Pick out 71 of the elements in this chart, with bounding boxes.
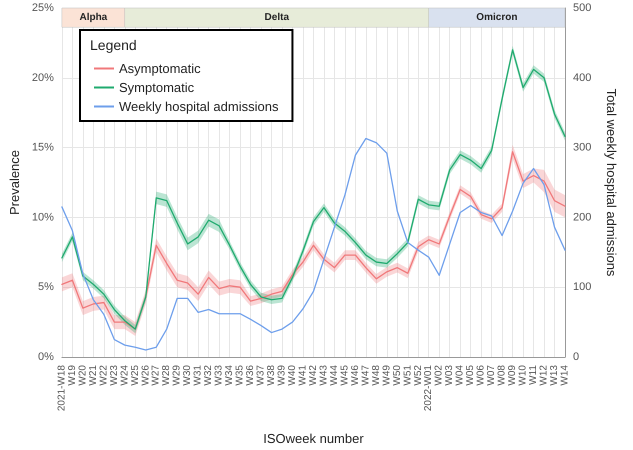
x-tick-label: W28: [161, 364, 172, 386]
x-tick-label: W47: [360, 364, 372, 386]
x-tick-label: W27: [150, 364, 162, 386]
x-tick-label: W21: [88, 364, 99, 386]
x-tick-label: W14: [560, 364, 570, 386]
x-tick-label: W08: [496, 364, 508, 386]
y-tick-label: 15%: [32, 142, 54, 154]
x-tick-label: W40: [286, 364, 298, 386]
y2-tick-label: 300: [573, 142, 592, 154]
y2-tick-label: 400: [573, 72, 592, 84]
x-tick-label: W05: [465, 364, 476, 386]
legend-label: Weekly hospital admissions: [119, 99, 279, 114]
y2-tick-label: 500: [573, 2, 592, 14]
x-tick-label: W23: [108, 364, 120, 386]
legend-label: Symptomatic: [119, 80, 195, 95]
x-tick-label: W04: [454, 364, 466, 386]
x-tick-label: W36: [245, 364, 256, 386]
x-tick-label: W09: [507, 364, 518, 386]
x-tick-label: W03: [444, 364, 456, 386]
x-tick-label: W19: [66, 364, 78, 386]
x-tick-label: W42: [308, 364, 319, 386]
x-tick-label: W13: [549, 364, 560, 386]
x-tick-label: W43: [318, 364, 330, 386]
x-tick-label: W07: [486, 364, 498, 386]
y2-tick-label: 100: [573, 281, 592, 294]
x-tick-label: W02: [434, 364, 445, 386]
x-tick-label: W39: [276, 364, 288, 386]
legend-label: Asymptomatic: [119, 61, 202, 76]
x-tick-label: W44: [328, 364, 340, 386]
band-label: Delta: [264, 12, 290, 24]
x-tick-label: 2022-W01: [423, 364, 434, 412]
y2-tick-label: 0: [573, 351, 580, 363]
x-tick-label: W32: [203, 364, 214, 386]
band-label: Alpha: [79, 12, 108, 24]
x-tick-label: W52: [412, 364, 424, 386]
y-tick-label: 5%: [38, 281, 54, 294]
x-tick-label: W34: [224, 364, 236, 386]
x-tick-label: 2021-W18: [56, 364, 68, 412]
x-tick-label: W29: [172, 364, 183, 386]
x-tick-label: W41: [297, 364, 308, 386]
y-tick-label: 10%: [32, 211, 54, 224]
band-label: Omicron: [476, 12, 518, 24]
x-tick-label: W48: [370, 364, 382, 386]
x-tick-label: W12: [538, 364, 550, 386]
y-tick-label: 20%: [32, 72, 54, 84]
y-tick-label: 0%: [38, 351, 54, 363]
x-tick-label: W22: [98, 364, 110, 386]
x-tick-label: W51: [402, 364, 414, 386]
y2-tick-label: 200: [573, 211, 592, 224]
x-tick-label: W20: [77, 364, 88, 386]
x-axis-title: ISOweek number: [263, 431, 364, 446]
x-tick-label: W06: [476, 364, 487, 386]
x-tick-label: W31: [192, 364, 204, 386]
x-tick-label: W26: [140, 364, 152, 386]
x-tick-label: W50: [392, 364, 403, 386]
x-tick-label: W49: [381, 364, 392, 386]
x-tick-label: W37: [256, 364, 267, 386]
legend-title: Legend: [90, 37, 137, 53]
x-tick-label: W45: [339, 364, 350, 386]
x-tick-label: W35: [234, 364, 246, 386]
x-tick-label: W30: [182, 364, 194, 386]
x-tick-label: W10: [518, 364, 529, 386]
y-axis-title: Prevalence: [7, 150, 22, 216]
x-tick-label: W25: [130, 364, 141, 386]
x-tick-label: W11: [528, 364, 540, 385]
x-tick-label: W38: [266, 364, 278, 386]
y2-axis-title: Total weekly hospital admissions: [604, 88, 619, 277]
x-tick-label: W46: [350, 364, 361, 386]
x-tick-label: W24: [119, 364, 130, 386]
y-tick-label: 25%: [32, 2, 54, 14]
x-tick-label: W33: [214, 364, 225, 386]
